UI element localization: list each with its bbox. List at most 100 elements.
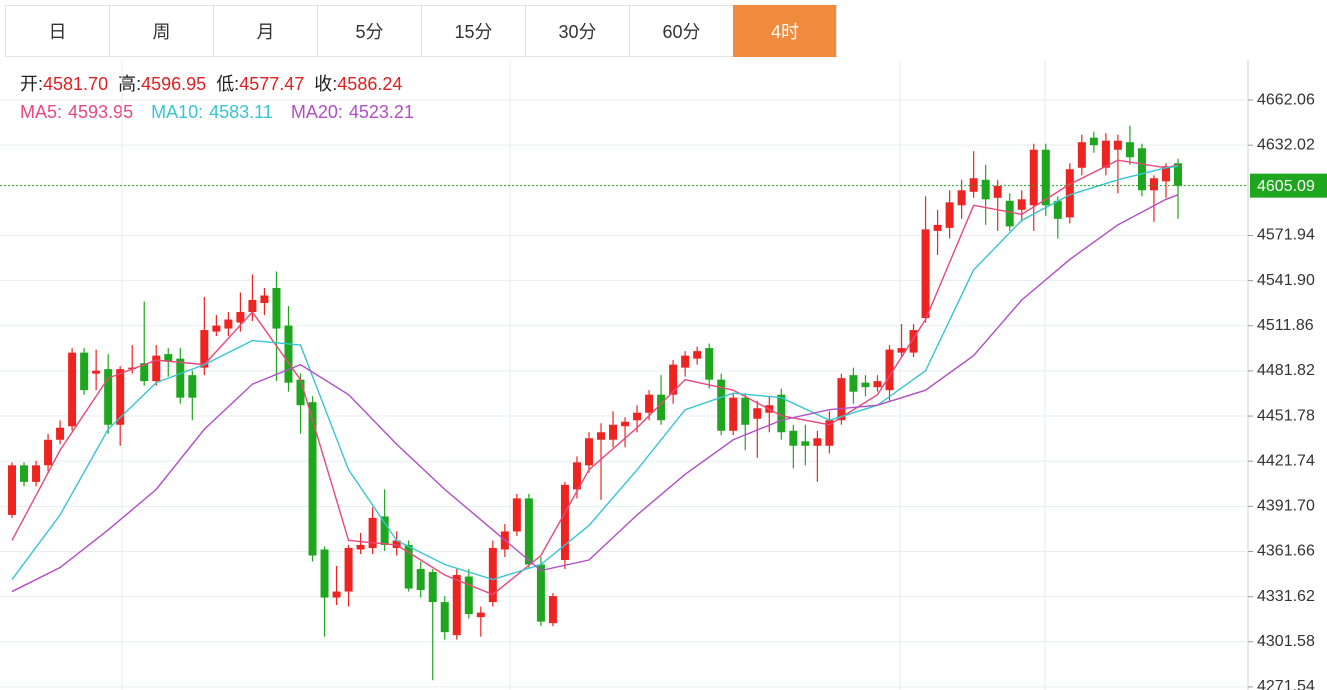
y-tick-label: 4481.82 bbox=[1257, 362, 1315, 379]
header: 开:4581.70 高:4596.95 低:4577.47 收:4586.24 MA5:… bbox=[20, 70, 432, 126]
candle-body bbox=[825, 420, 834, 446]
y-tick-label: 4451.78 bbox=[1257, 407, 1315, 424]
candle-body bbox=[416, 569, 425, 591]
candle-body bbox=[128, 367, 137, 370]
candle-body bbox=[536, 564, 545, 622]
candle-body bbox=[8, 465, 16, 515]
candle-body bbox=[356, 544, 365, 550]
candle-body bbox=[1017, 199, 1026, 210]
y-tick-label: 4331.62 bbox=[1257, 588, 1315, 605]
candle-body bbox=[981, 179, 990, 200]
ma-value: 4523.21 bbox=[348, 102, 414, 122]
candle-body bbox=[524, 498, 533, 565]
candle-body bbox=[404, 544, 413, 589]
ohlc-label: 高: bbox=[118, 74, 142, 94]
candle-body bbox=[560, 484, 569, 561]
candle-body bbox=[633, 412, 642, 421]
y-tick-label: 4632.02 bbox=[1257, 136, 1315, 153]
candle-body bbox=[753, 408, 762, 419]
candle-body bbox=[260, 295, 269, 304]
candle-body bbox=[1137, 148, 1146, 191]
candle-body bbox=[921, 229, 930, 319]
ohlc-value: 4581.70 bbox=[43, 74, 109, 94]
last-price-box bbox=[1250, 173, 1327, 198]
candle-body bbox=[789, 430, 798, 446]
candle-body bbox=[1029, 149, 1038, 206]
period-tab[interactable]: 60分 bbox=[629, 5, 733, 57]
period-tab[interactable]: 15分 bbox=[421, 5, 525, 57]
candle-body bbox=[392, 540, 401, 548]
candle-body bbox=[380, 516, 389, 545]
candle-body bbox=[428, 572, 437, 603]
y-tick-label: 4361.66 bbox=[1257, 543, 1315, 560]
y-tick-label: 4271.54 bbox=[1257, 678, 1315, 690]
candle-body bbox=[92, 370, 101, 374]
candle-body bbox=[705, 348, 714, 380]
candle-body bbox=[1053, 200, 1062, 219]
candle-body bbox=[1149, 178, 1158, 191]
ma-label: MA20: bbox=[290, 102, 343, 122]
candle-body bbox=[861, 382, 870, 388]
ohlc-value: 4577.47 bbox=[239, 74, 305, 94]
candle-body bbox=[464, 576, 473, 615]
period-tab[interactable]: 4时 bbox=[733, 5, 837, 57]
candle-body bbox=[548, 596, 557, 624]
ma-line bbox=[11, 159, 1179, 596]
y-tick-label: 4662.06 bbox=[1257, 91, 1315, 108]
candle-body bbox=[1041, 149, 1050, 206]
y-tick-label: 4301.58 bbox=[1257, 633, 1315, 650]
candle-body bbox=[1065, 169, 1074, 218]
candle-body bbox=[176, 358, 185, 398]
candle-body bbox=[729, 397, 738, 431]
ma-value: 4583.11 bbox=[209, 102, 273, 122]
candle-body bbox=[909, 330, 918, 353]
period-tab[interactable]: 30分 bbox=[525, 5, 629, 57]
candle-body bbox=[1174, 163, 1182, 186]
candle-body bbox=[272, 287, 281, 329]
candle-body bbox=[609, 424, 618, 440]
candle-body bbox=[212, 325, 221, 332]
period-tabs: 日周月 5分 15分 30分 60分 4时 bbox=[5, 5, 837, 57]
candle-body bbox=[873, 381, 882, 388]
candle-body bbox=[236, 312, 245, 323]
candle-body bbox=[777, 394, 786, 433]
period-tab[interactable]: 周 bbox=[109, 5, 213, 57]
candle-body bbox=[993, 185, 1002, 198]
ma-label: MA5: bbox=[20, 102, 63, 122]
candle-body bbox=[140, 363, 149, 382]
candle-body bbox=[152, 355, 161, 382]
candle-body bbox=[476, 612, 485, 618]
candle-body bbox=[584, 438, 593, 466]
ma-value: 4593.95 bbox=[68, 102, 134, 122]
candle-body bbox=[224, 319, 233, 329]
candle-body bbox=[80, 352, 89, 391]
period-tab[interactable]: 日 bbox=[5, 5, 109, 57]
last-price-label: 4605.09 bbox=[1257, 178, 1315, 195]
candle-body bbox=[116, 369, 125, 425]
candle-body bbox=[885, 349, 894, 391]
y-tick-label: 4391.70 bbox=[1257, 498, 1315, 515]
candle-body bbox=[897, 348, 906, 353]
candle-body bbox=[1161, 166, 1170, 182]
candle-body bbox=[1005, 200, 1014, 227]
ohlc-label: 开: bbox=[20, 74, 44, 94]
candle-body bbox=[368, 517, 377, 548]
candle-body bbox=[32, 465, 41, 482]
candle-body bbox=[248, 300, 257, 313]
y-tick-label: 4571.94 bbox=[1257, 227, 1315, 244]
candle-body bbox=[164, 354, 173, 362]
candle-body bbox=[56, 427, 65, 440]
candle-body bbox=[344, 547, 353, 592]
candle-body bbox=[284, 325, 293, 383]
candle-body bbox=[621, 421, 630, 427]
candle-body bbox=[813, 438, 822, 446]
candle-body bbox=[717, 379, 726, 431]
candle-body bbox=[68, 352, 77, 427]
candle-body bbox=[849, 375, 858, 392]
period-tab[interactable]: 月 bbox=[213, 5, 317, 57]
period-tab[interactable]: 5分 bbox=[317, 5, 421, 57]
candle-body bbox=[945, 202, 954, 228]
candle-body bbox=[332, 591, 341, 598]
